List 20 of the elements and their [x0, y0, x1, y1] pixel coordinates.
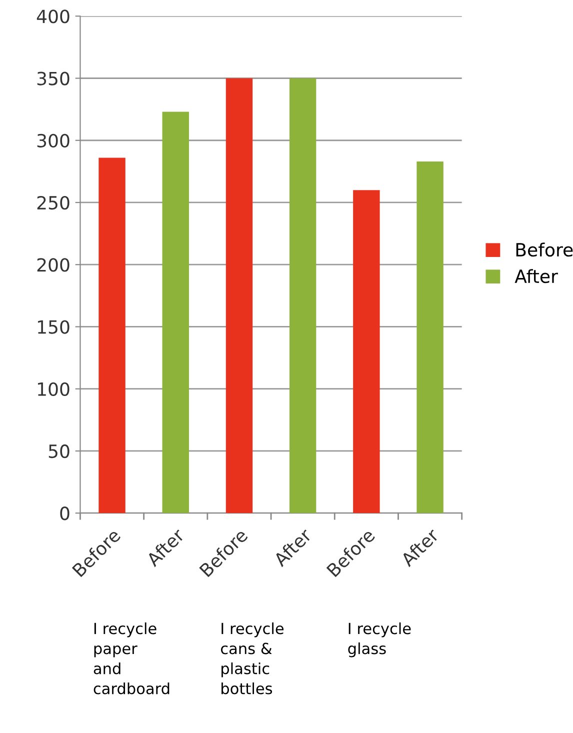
- y-tick-label: 50: [48, 444, 70, 458]
- y-tick-label: 400: [36, 10, 70, 24]
- bar: [353, 190, 380, 514]
- y-tick-label: 200: [37, 258, 70, 272]
- y-tick-label: 350: [37, 72, 70, 86]
- y-tick-label: 250: [37, 196, 70, 210]
- bar: [289, 78, 316, 514]
- bar: [416, 161, 444, 514]
- y-tick-label: 100: [38, 382, 70, 396]
- text: I recycle glass: [348, 622, 411, 658]
- bar: [226, 78, 253, 514]
- legend-label: After: [514, 269, 558, 284]
- text: I recycle paper and cardboard: [94, 622, 170, 694]
- bar: [98, 158, 126, 514]
- legend-label: Before: [516, 242, 573, 257]
- text: I recycle cans & plastic bottles: [220, 622, 284, 694]
- y-tick-label: 0: [60, 506, 70, 520]
- y-tick-label: 300: [37, 134, 70, 148]
- bar: [162, 112, 189, 514]
- y-tick-label: 150: [38, 320, 70, 334]
